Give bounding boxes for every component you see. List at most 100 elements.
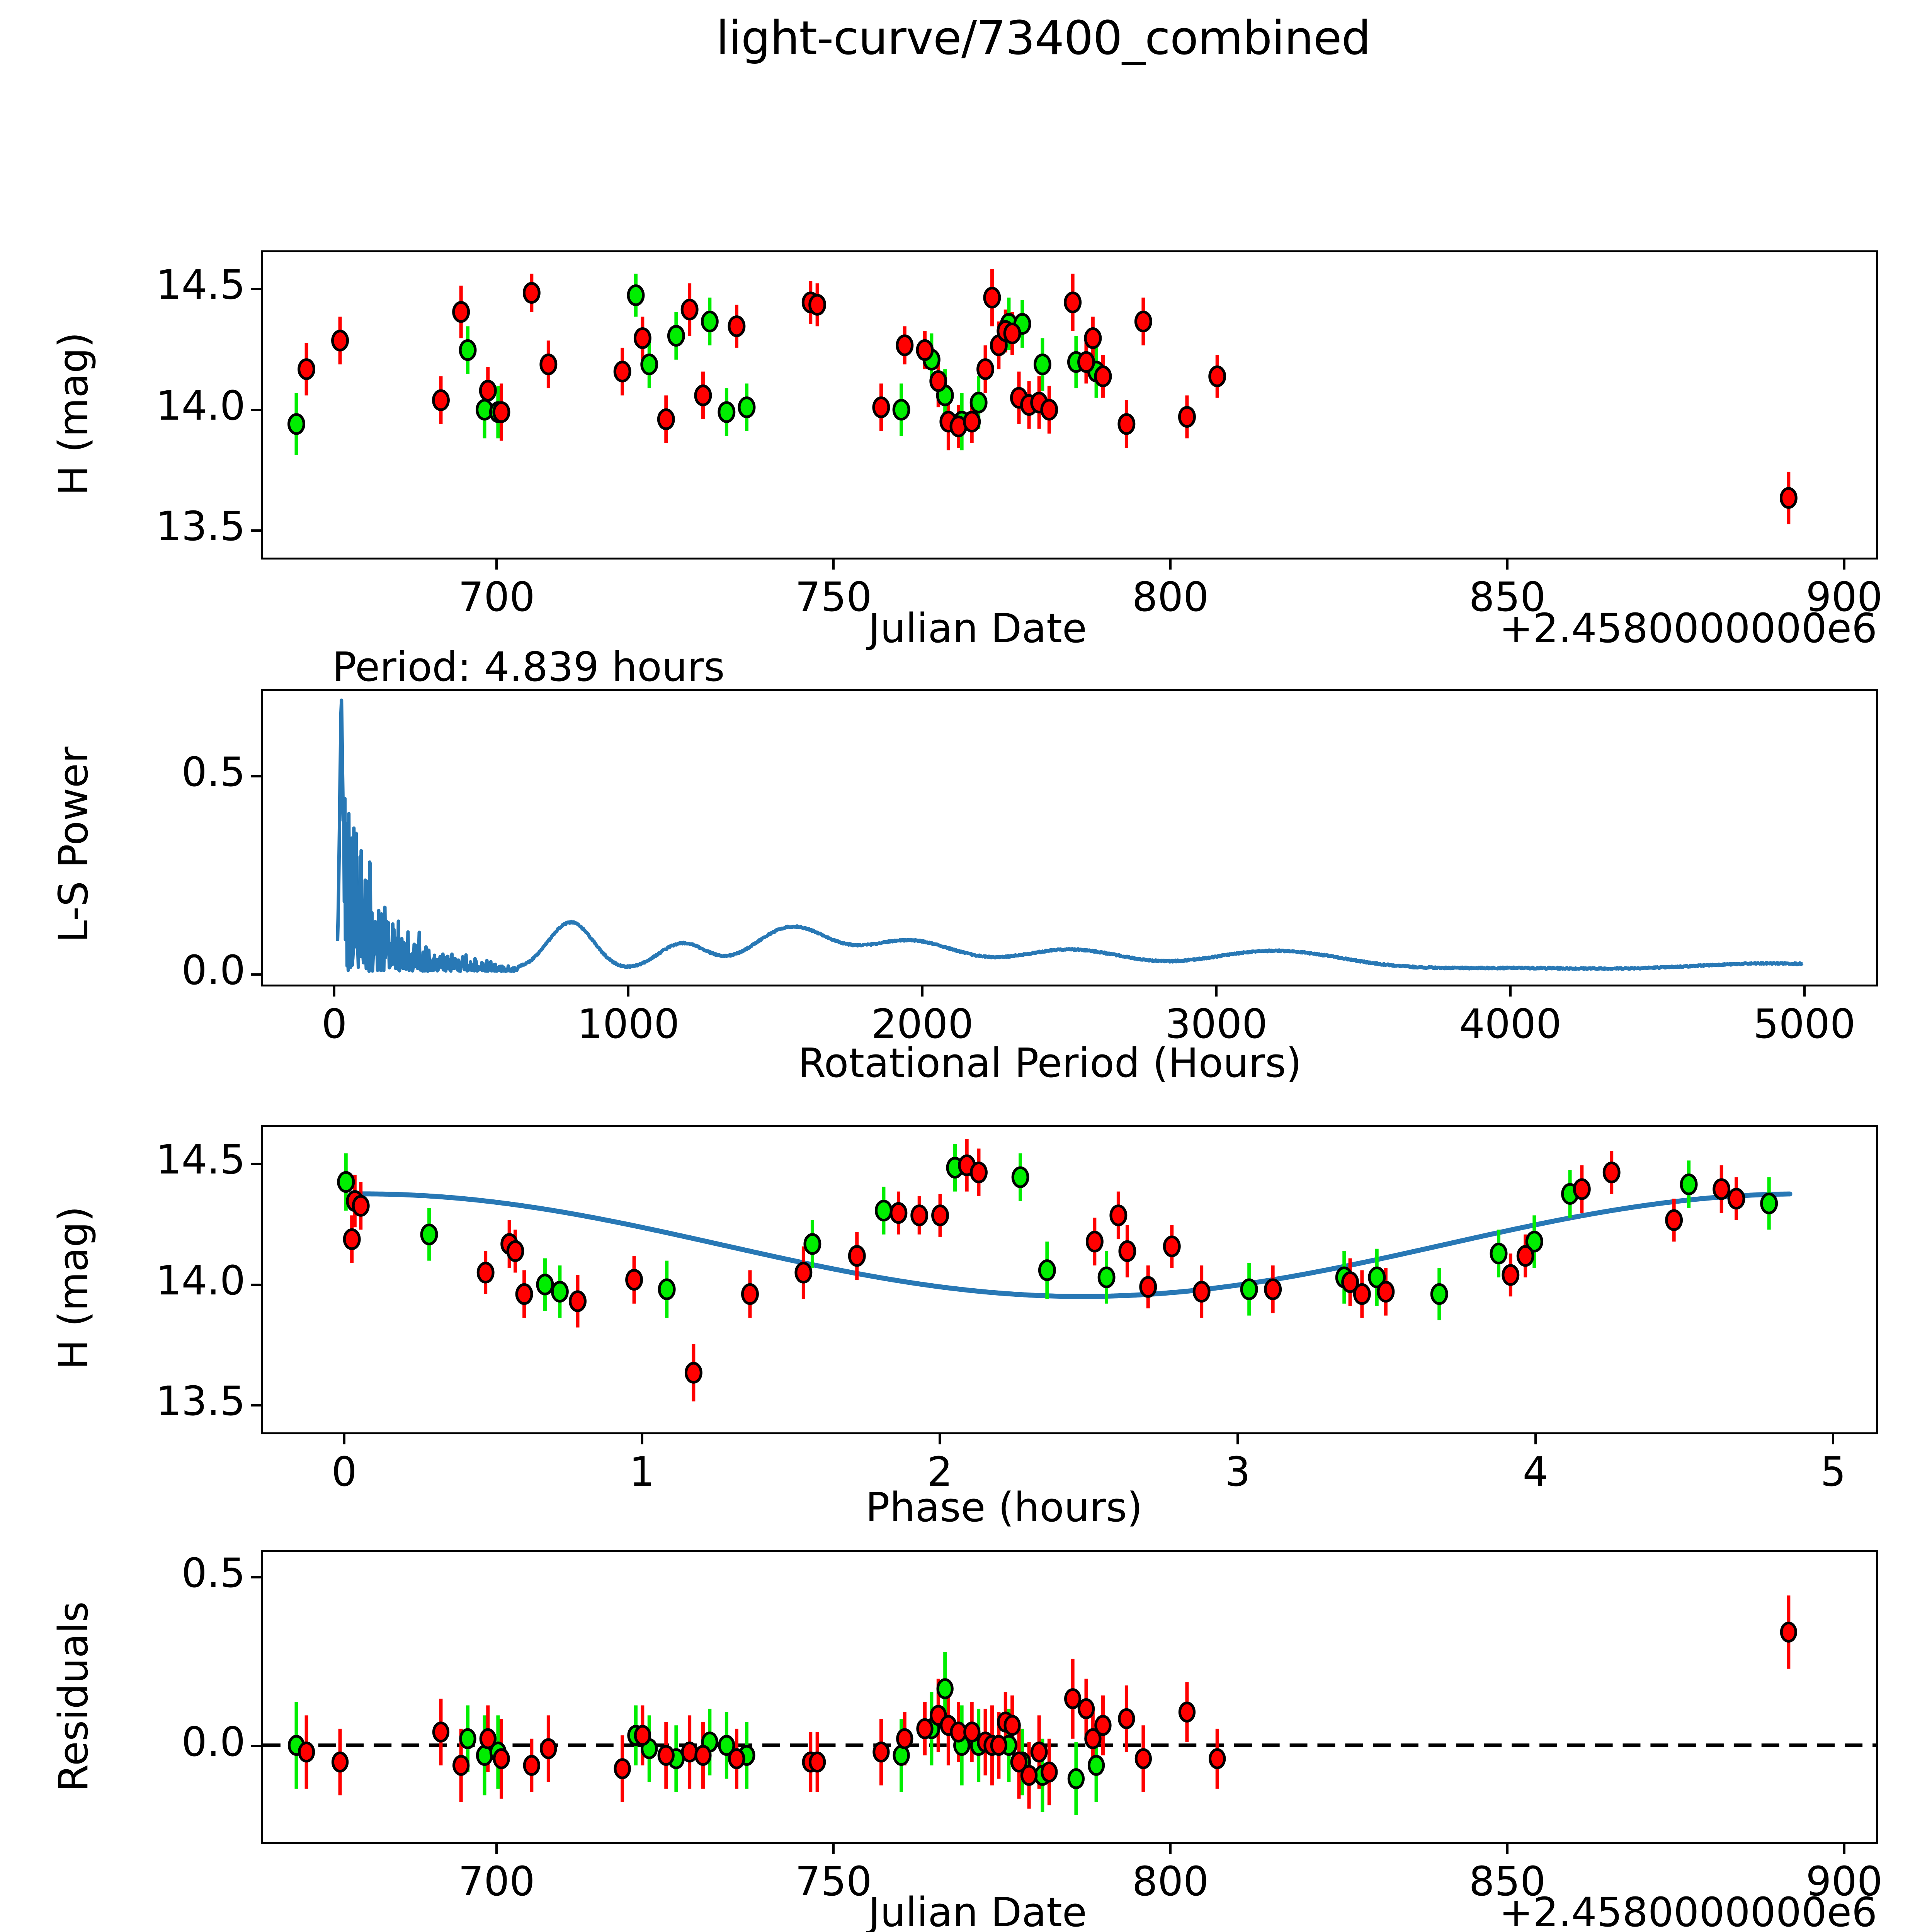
data-point (1178, 1701, 1196, 1723)
periodogram-xtick-mark-1 (627, 986, 630, 997)
data-point (872, 1742, 890, 1763)
data-point (1040, 399, 1058, 421)
lightcurve-ytick-mark-0 (251, 288, 261, 290)
data-point (848, 1245, 866, 1267)
lightcurve-xtick-mark-3 (1506, 560, 1509, 570)
lightcurve-ytick-mark-2 (251, 529, 261, 532)
data-point (298, 358, 316, 380)
data-point (1727, 1188, 1745, 1210)
data-point (936, 1678, 954, 1699)
phasefold-xtick-label-3: 3 (1225, 1448, 1251, 1495)
data-point (896, 334, 914, 356)
periodogram-xtick-label-3: 3000 (1165, 1000, 1268, 1048)
data-point (420, 1223, 438, 1245)
data-point (1502, 1264, 1520, 1286)
phasefold-xtick-mark-5 (1832, 1434, 1835, 1444)
residuals-x-offset: +2.4580000000e6 (1499, 1889, 1878, 1932)
light-curve-xlabel: Julian Date (868, 605, 1087, 652)
periodogram-plot-area (336, 698, 1804, 973)
data-point (1665, 1209, 1683, 1231)
data-point (728, 315, 746, 337)
data-point (1713, 1178, 1731, 1200)
data-point (634, 1725, 651, 1746)
residuals-ytick-mark-0 (251, 1576, 261, 1578)
lightcurve-ytick-label-0: 14.5 (156, 261, 245, 308)
lightcurve-xtick-mark-1 (832, 560, 835, 570)
data-point (1085, 1231, 1104, 1253)
phasefold-ytick-mark-0 (251, 1163, 261, 1165)
periodogram-xtick-mark-3 (1215, 986, 1218, 997)
data-point (1011, 1166, 1029, 1188)
phasefold-ytick-mark-1 (251, 1283, 261, 1286)
data-point (1003, 322, 1021, 344)
data-point (432, 389, 450, 411)
periodogram-xtick-label-5: 5000 (1753, 1000, 1856, 1048)
data-point (613, 361, 631, 383)
residuals-xlabel: Julian Date (868, 1889, 1087, 1932)
data-point (479, 1728, 497, 1749)
data-point (1516, 1245, 1534, 1267)
data-point (1117, 413, 1136, 435)
data-point (684, 1362, 702, 1384)
data-point (1430, 1283, 1448, 1305)
data-point (872, 396, 890, 418)
data-point (1139, 1276, 1157, 1298)
data-point (1602, 1162, 1621, 1184)
phasefold-ytick-label-0: 14.5 (156, 1136, 245, 1183)
data-point (694, 1745, 712, 1766)
residuals-plot-area (263, 1595, 1876, 1816)
residuals-ytick-label-1: 0.0 (181, 1718, 245, 1765)
data-point (515, 1283, 533, 1305)
periodogram-xtick-mark-4 (1509, 986, 1512, 997)
data-point (808, 294, 827, 316)
data-point (1067, 1768, 1085, 1789)
periodogram-xtick-label-1: 1000 (577, 1000, 680, 1048)
data-point (540, 1738, 557, 1759)
data-point (1118, 1240, 1136, 1262)
data-point (343, 1228, 361, 1250)
data-point (1760, 1192, 1778, 1214)
data-point (916, 339, 934, 361)
data-point (1010, 1751, 1028, 1773)
data-point (657, 1745, 675, 1766)
data-point (983, 287, 1001, 309)
data-point (352, 1195, 370, 1217)
lightcurve-ytick-label-1: 14.0 (156, 382, 245, 429)
residuals-ytick-label-0: 0.5 (181, 1549, 245, 1597)
data-point (459, 339, 477, 361)
lightcurve-xtick-mark-0 (495, 560, 498, 570)
data-point (633, 327, 651, 349)
data-point (1064, 1688, 1082, 1709)
periodogram-xtick-mark-0 (333, 986, 336, 997)
data-point (287, 413, 305, 435)
data-point (718, 401, 736, 423)
residuals-xtick-mark-3 (1506, 1844, 1509, 1854)
data-point (1779, 487, 1798, 509)
lightcurve-xtick-label-3: 850 (1469, 573, 1546, 621)
phase-fold-plot-area (337, 1139, 1793, 1401)
periodogram-xtick-label-0: 0 (321, 1000, 347, 1048)
data-point (1077, 351, 1095, 373)
data-point (536, 1274, 554, 1296)
data-point (701, 310, 719, 333)
data-point (452, 1755, 470, 1776)
phasefold-markers-red (343, 1154, 1745, 1384)
lightcurve-xtick-label-0: 700 (458, 573, 535, 621)
data-point (627, 284, 645, 306)
lightcurve-ytick-label-2: 13.5 (156, 503, 245, 550)
phase-fold-xlabel: Phase (hours) (866, 1484, 1143, 1531)
data-point (1094, 365, 1112, 388)
data-point (506, 1240, 524, 1262)
data-point (1490, 1242, 1508, 1265)
data-point (892, 399, 910, 421)
phasefold-xtick-mark-1 (641, 1434, 643, 1444)
phasefold-ytick-label-2: 13.5 (156, 1378, 245, 1425)
data-point (718, 1735, 735, 1756)
residuals-ylabel: Residuals (50, 1601, 97, 1792)
periodogram-ytick-label-1: 0.0 (181, 947, 245, 994)
data-point (625, 1269, 643, 1291)
phasefold-xtick-mark-2 (939, 1434, 941, 1444)
data-point (569, 1290, 587, 1312)
data-point (1209, 1748, 1226, 1769)
